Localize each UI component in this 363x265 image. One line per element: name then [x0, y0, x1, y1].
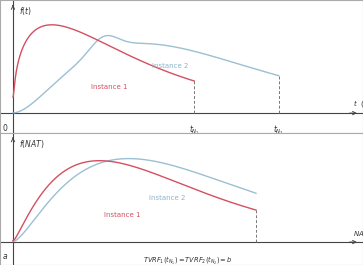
Text: $NAT$: $NAT$	[353, 229, 363, 238]
Text: Instance 2: Instance 2	[149, 195, 185, 201]
Text: $t_{N_1}$: $t_{N_1}$	[189, 124, 200, 138]
Text: $f(NAT)$: $f(NAT)$	[20, 138, 45, 150]
Text: $t$  $(time)$: $t$ $(time)$	[353, 98, 363, 109]
Text: Instance 2: Instance 2	[152, 63, 189, 69]
Text: $t_{N_2}$: $t_{N_2}$	[273, 124, 284, 138]
Text: $0$: $0$	[2, 122, 8, 133]
Text: $TVRF_1(t_{N_1}) = TVRF_2(t_{N_2}) = b$: $TVRF_1(t_{N_1}) = TVRF_2(t_{N_2}) = b$	[143, 255, 232, 265]
Text: $f(t)$: $f(t)$	[20, 5, 32, 17]
Text: Instance 1: Instance 1	[104, 212, 140, 218]
Text: $a$: $a$	[2, 253, 8, 262]
Text: Instance 1: Instance 1	[91, 84, 127, 90]
